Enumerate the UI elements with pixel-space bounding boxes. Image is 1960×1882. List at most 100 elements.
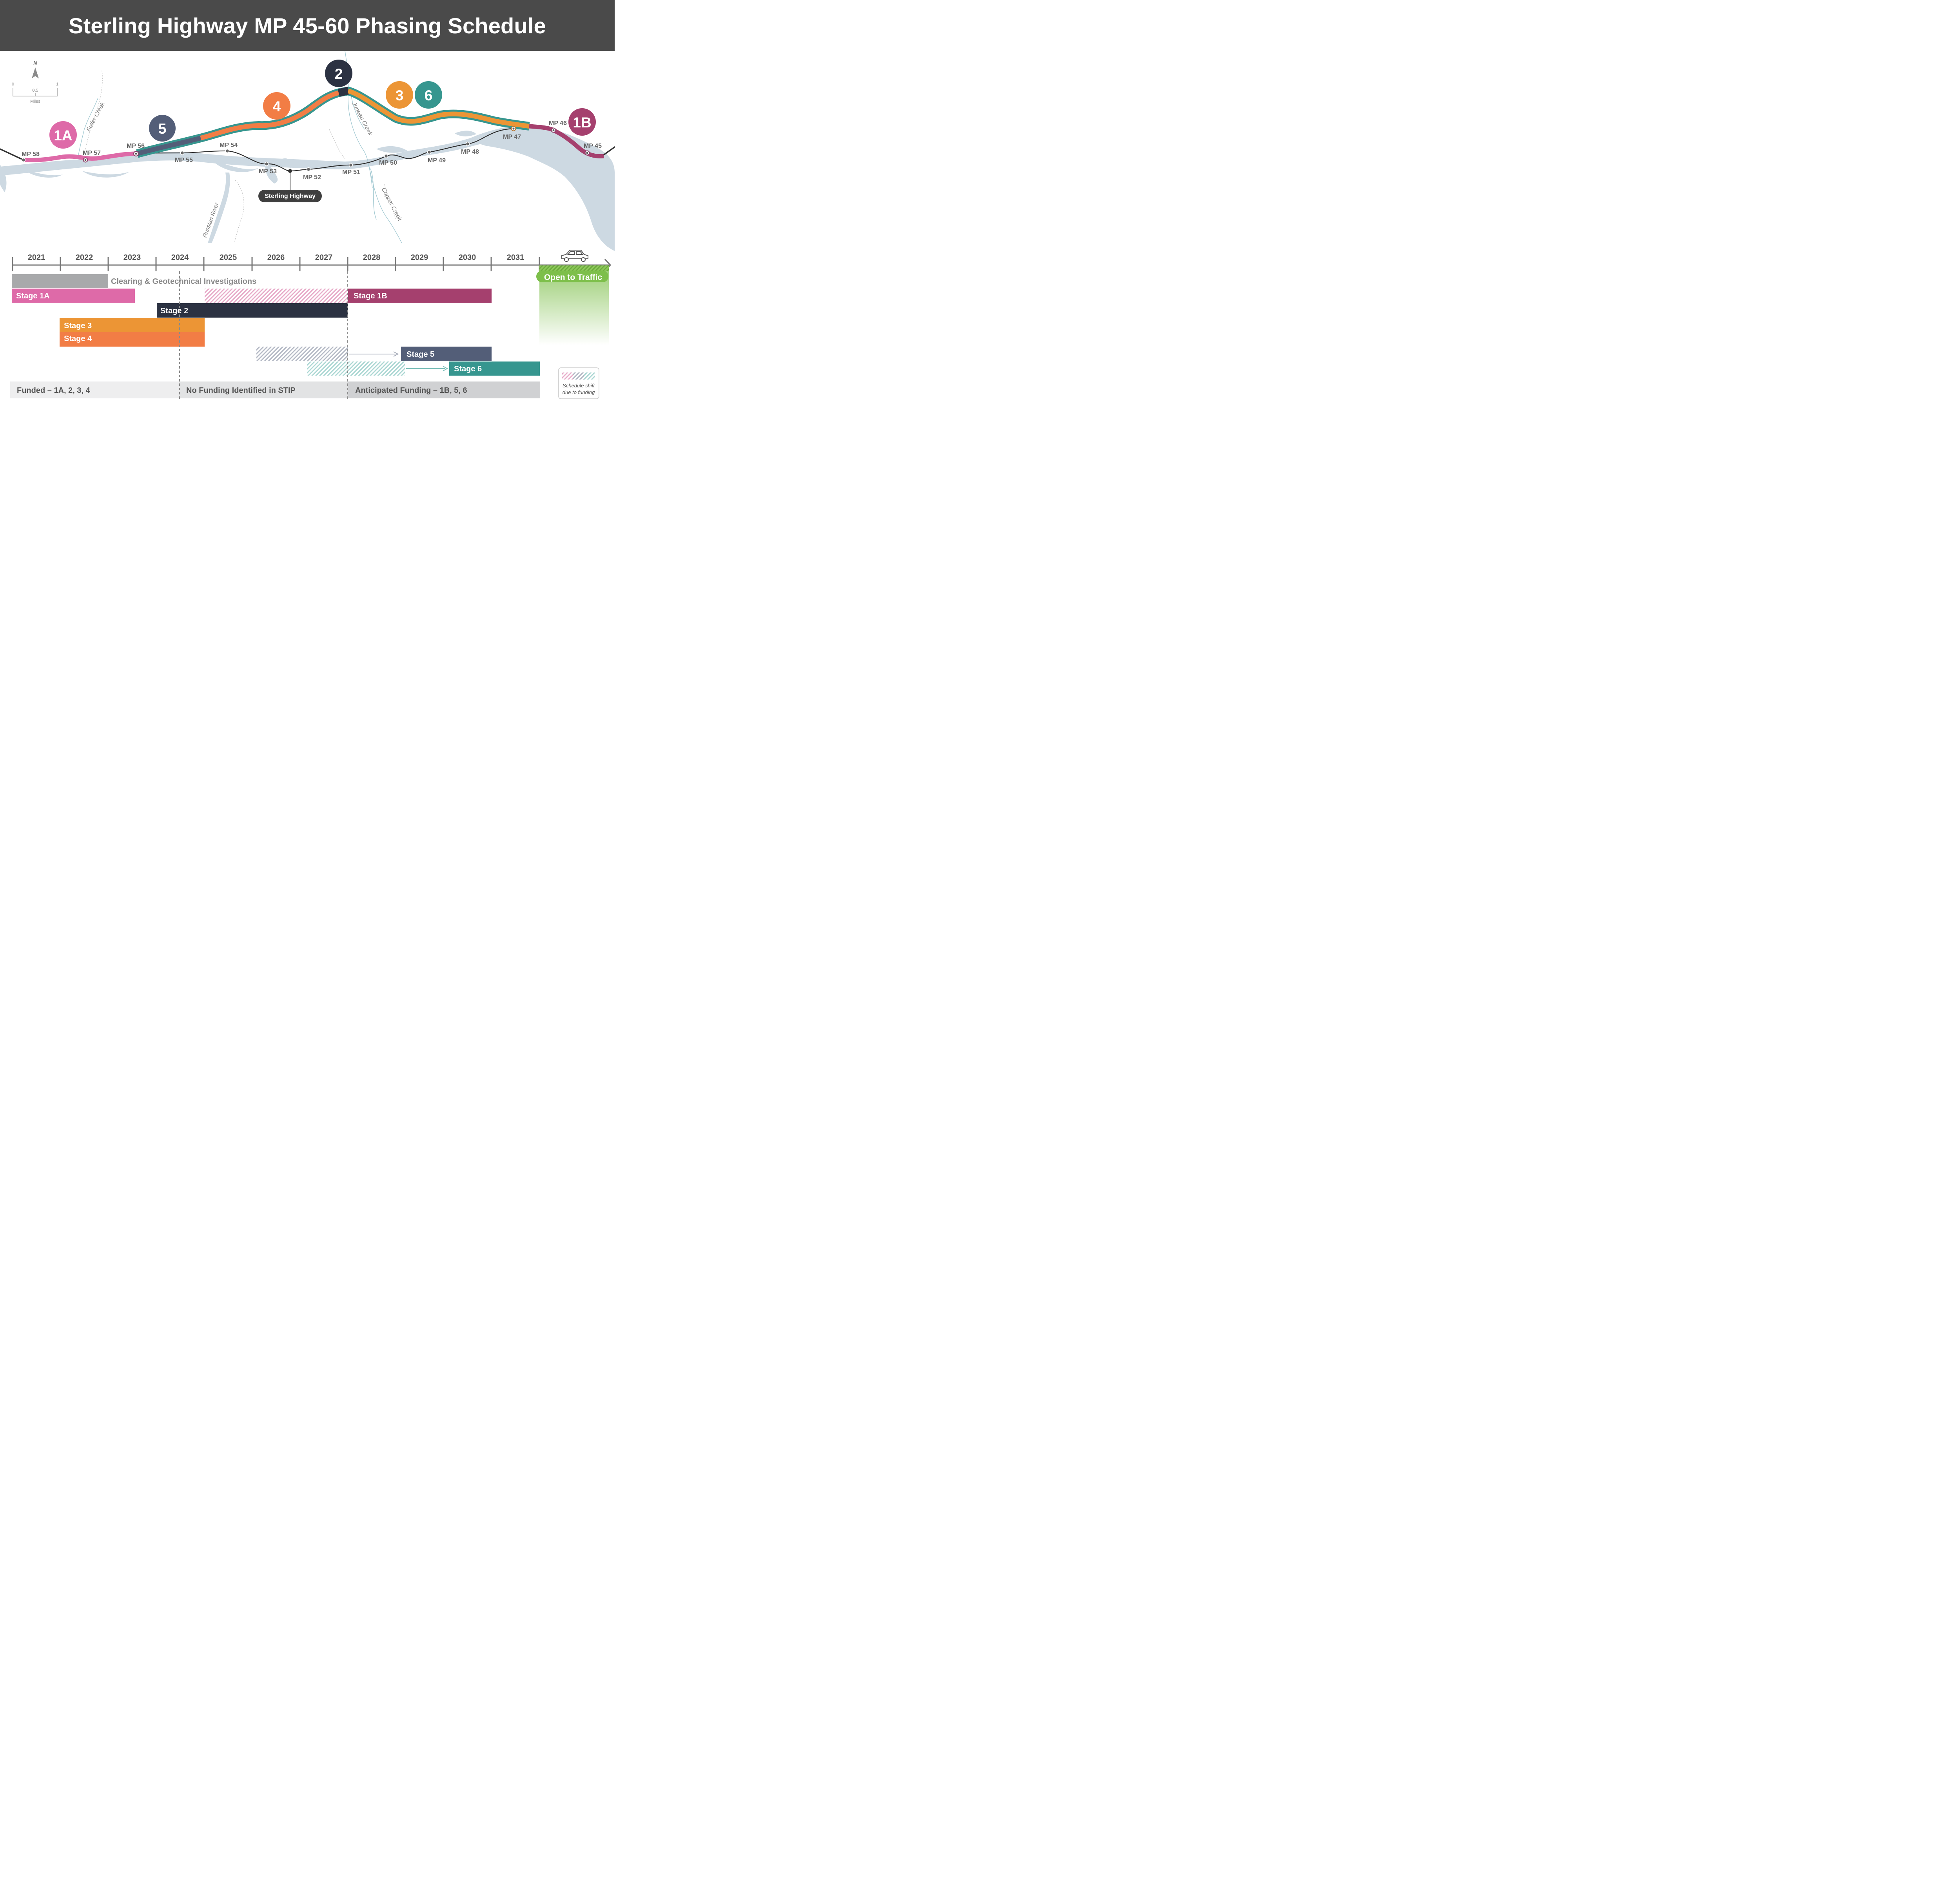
milepost-dot	[384, 154, 388, 158]
milepost-label: MP 45	[584, 143, 602, 149]
milepost-dot	[348, 163, 353, 167]
bar-stage-6-label: Stage 6	[454, 365, 482, 373]
milepost-dot	[264, 162, 269, 166]
scale-tick-0: 0	[12, 82, 14, 87]
legend-swatch-teal	[584, 372, 595, 380]
stage-marker-1b-label: 1B	[573, 114, 591, 131]
highway-callout-label: Sterling Highway	[265, 193, 316, 200]
milepost-dot	[180, 151, 185, 155]
title-bar: Sterling Highway MP 45-60 Phasing Schedu…	[0, 0, 615, 51]
milepost-label: MP 55	[175, 157, 193, 163]
funding-funded: Funded – 1A, 2, 3, 4	[17, 386, 91, 395]
stage-marker-6	[415, 81, 442, 109]
legend-line1: Schedule shift	[563, 383, 595, 389]
stage-marker-3	[386, 81, 413, 109]
creek-label-copper: Copper Creek	[380, 187, 404, 223]
bar-stage-1b-label: Stage 1B	[354, 292, 387, 300]
bar-stage-1b	[348, 289, 492, 303]
year-label: 2022	[76, 253, 93, 262]
milepost-dot	[225, 149, 230, 153]
existing-highway	[0, 128, 615, 172]
bar-stage-1a-shift	[205, 289, 348, 303]
timeline-axis: 2021 2022 2023 2024 2025 2026 2027 2028 …	[12, 250, 612, 272]
segment-1b	[529, 124, 604, 158]
milepost-label: MP 46	[549, 120, 567, 127]
bar-stage-2	[157, 303, 348, 318]
bar-stage-5-shift	[256, 347, 348, 361]
year-label: 2029	[411, 253, 428, 262]
funding-none: No Funding Identified in STIP	[186, 386, 296, 395]
year-label: 2031	[507, 253, 524, 262]
year-label: 2023	[123, 253, 141, 262]
funding-band: Funded – 1A, 2, 3, 4 No Funding Identifi…	[10, 381, 540, 398]
milepost-dot	[465, 142, 470, 146]
milepost-label: MP 51	[342, 169, 360, 176]
legend: Schedule shift due to funding	[558, 367, 599, 399]
segment-2	[338, 87, 350, 97]
segment-1a	[24, 151, 136, 162]
stage-marker-5	[149, 115, 176, 142]
stage-marker-3-label: 3	[396, 87, 404, 104]
milepost-label: MP 52	[303, 174, 321, 181]
bar-stage-5-label: Stage 5	[407, 350, 434, 359]
bar-stage-1a-label: Stage 1A	[16, 292, 50, 300]
water-bodies	[0, 125, 615, 251]
scale-tick-05: 0.5	[32, 88, 38, 93]
stage-marker-5-label: 5	[158, 121, 167, 137]
milepost-dot	[427, 150, 432, 154]
year-label: 2027	[315, 253, 333, 262]
stage-marker-4-label: 4	[273, 98, 281, 114]
schedule-bars: Clearing & Geotechnical Investigations S…	[12, 274, 540, 376]
stage-marker-1a-label: 1A	[54, 127, 72, 144]
legend-swatch-slate	[573, 372, 584, 380]
segment-4	[200, 90, 340, 140]
bar-stage-6-shift	[307, 362, 405, 376]
bar-stage-3	[60, 318, 205, 332]
milepost-label: MP 57	[83, 150, 101, 156]
creek-label-fuller: Fuller Creek	[85, 101, 106, 133]
segment-5	[136, 136, 201, 156]
north-arrow-icon	[32, 67, 39, 78]
diagram-svg: N 0 0.5 1 Miles Fuller Creek Juneau Cree…	[0, 51, 615, 399]
diagram-canvas: Sterling Highway MP 45-60 Phasing Schedu…	[0, 0, 615, 410]
open-to-traffic: Open to Traffic	[536, 265, 609, 345]
milepost-label: MP 58	[22, 151, 40, 158]
milepost-label: MP 49	[428, 157, 446, 164]
bar-stage-2-label: Stage 2	[160, 307, 188, 315]
year-label: 2028	[363, 253, 381, 262]
year-label: 2030	[459, 253, 476, 262]
bar-stage-6	[449, 362, 540, 376]
year-label: 2021	[28, 253, 45, 262]
milepost-label: MP 56	[127, 143, 145, 149]
arrow-icon	[443, 366, 448, 371]
bar-stage-4	[60, 332, 205, 347]
year-label: 2024	[171, 253, 189, 262]
year-label: 2025	[220, 253, 237, 262]
milepost-dot	[21, 158, 26, 162]
bar-stage-5	[401, 347, 492, 361]
watershed-lines	[84, 70, 396, 243]
scale-unit: Miles	[30, 99, 40, 104]
highway-callout: Sterling Highway	[258, 169, 322, 202]
stage-marker-1b	[568, 108, 596, 136]
year-label: 2026	[267, 253, 285, 262]
milepost-label: MP 47	[503, 134, 521, 140]
stage-marker-6-label: 6	[425, 87, 433, 104]
stage-marker-2-label: 2	[335, 66, 343, 82]
bar-clearing	[12, 274, 108, 288]
page-title: Sterling Highway MP 45-60 Phasing Schedu…	[69, 13, 546, 38]
bar-stage-4-label: Stage 4	[64, 334, 92, 343]
scale-bar: N 0 0.5 1 Miles	[12, 60, 58, 104]
stage-markers: 1A 5 4 2 3 6 1B	[49, 60, 596, 149]
milepost-label: MP 50	[379, 160, 397, 166]
scale-tick-1: 1	[56, 82, 58, 87]
stage-marker-2	[325, 60, 352, 87]
milepost-markers: MP 58 MP 57 MP 56 MP 55 MP 54 MP 53 MP 5…	[21, 120, 602, 181]
arrow-icon	[393, 351, 399, 357]
legend-swatch-pink	[562, 372, 573, 380]
legend-line2: due to funding	[563, 389, 595, 395]
north-label: N	[33, 60, 37, 66]
bar-clearing-label: Clearing & Geotechnical Investigations	[111, 277, 256, 286]
milepost-label: MP 54	[220, 142, 238, 149]
bar-stage-3-label: Stage 3	[64, 322, 92, 330]
